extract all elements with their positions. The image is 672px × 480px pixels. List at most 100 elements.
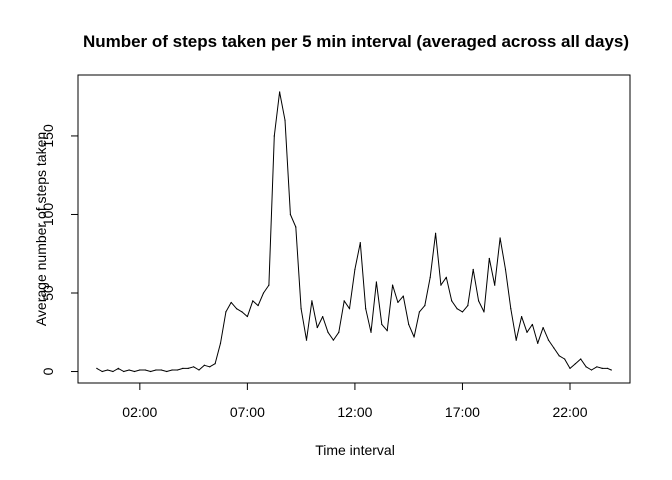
data-point	[375, 281, 378, 283]
data-point	[327, 331, 329, 333]
data-point	[139, 369, 141, 371]
data-point	[187, 367, 189, 369]
data-point	[596, 366, 598, 368]
data-point	[171, 369, 173, 371]
data-point	[209, 366, 211, 368]
data-point	[365, 308, 367, 310]
data-point	[160, 369, 162, 371]
data-point	[123, 370, 125, 373]
y-tick-label: 100	[40, 203, 56, 227]
data-point	[445, 276, 447, 278]
data-point	[214, 363, 216, 365]
y-axis: 0 50 100 150	[40, 124, 79, 375]
y-tick-label: 150	[40, 124, 56, 148]
data-point	[542, 326, 544, 329]
data-point	[483, 311, 485, 313]
data-point	[241, 311, 243, 313]
data-point	[96, 367, 98, 369]
data-point	[531, 323, 533, 326]
data-point	[246, 315, 248, 318]
data-point	[467, 304, 469, 307]
data-point	[236, 308, 238, 310]
data-point	[610, 369, 612, 371]
x-tick-label: 07:00	[230, 404, 265, 420]
data-point	[322, 315, 324, 318]
data-point	[440, 284, 442, 286]
data-point	[424, 304, 426, 307]
data-point	[219, 342, 222, 344]
data-point	[607, 367, 609, 369]
data-point	[580, 358, 582, 360]
y-tick-label: 0	[40, 367, 56, 375]
data-point	[295, 226, 297, 228]
data-point	[461, 311, 464, 313]
data-point	[488, 257, 490, 260]
data-point	[144, 369, 146, 371]
data-point	[117, 367, 119, 369]
data-point	[402, 295, 404, 297]
data-point	[289, 213, 291, 216]
data-point	[252, 300, 254, 302]
y-axis-label: Average number of steps taken	[33, 132, 49, 326]
data-point	[413, 336, 415, 338]
data-point	[537, 342, 539, 344]
data-point	[149, 370, 152, 373]
data-point	[429, 276, 431, 278]
data-point	[230, 301, 232, 304]
data-point	[128, 369, 130, 371]
data-point	[504, 268, 507, 271]
data-point	[494, 284, 496, 286]
x-tick-label: 02:00	[122, 404, 157, 420]
data-point	[279, 91, 281, 93]
series-group	[96, 91, 612, 373]
data-point	[193, 366, 195, 368]
data-point	[268, 284, 270, 286]
data-point	[574, 363, 576, 365]
data-point	[166, 370, 168, 373]
data-point	[305, 339, 308, 341]
data-point	[564, 358, 566, 360]
data-point	[558, 355, 560, 357]
data-point	[112, 370, 114, 373]
x-axis-label: Time interval	[315, 442, 395, 458]
data-point	[381, 323, 383, 326]
x-tick-label: 22:00	[552, 404, 587, 420]
data-point	[547, 339, 550, 341]
data-point	[198, 369, 200, 371]
data-point	[590, 369, 593, 371]
data-point	[553, 347, 555, 349]
data-point	[316, 326, 318, 329]
x-tick-label: 12:00	[337, 404, 372, 420]
data-point	[106, 369, 109, 371]
data-point	[203, 364, 205, 366]
data-point	[569, 367, 571, 369]
x-axis: 02:00 07:00 12:00 17:00 22:00	[122, 382, 588, 420]
data-point	[262, 292, 265, 294]
data-point	[510, 308, 512, 310]
data-point	[408, 323, 410, 326]
data-point	[348, 308, 351, 310]
data-point	[332, 339, 335, 341]
data-point	[300, 308, 302, 310]
y-tick-label: 50	[40, 285, 56, 301]
data-point	[397, 301, 399, 304]
data-point	[257, 304, 259, 307]
data-point	[359, 242, 361, 244]
data-point	[456, 308, 458, 310]
data-point	[451, 300, 453, 302]
data-point	[370, 331, 372, 333]
data-point	[601, 367, 603, 369]
data-point	[515, 339, 517, 341]
data-point	[101, 370, 103, 373]
data-point	[391, 284, 394, 286]
data-point	[182, 367, 184, 369]
data-point	[472, 268, 474, 271]
series-line	[96, 91, 612, 372]
data-point	[477, 300, 480, 302]
data-point	[354, 268, 356, 271]
data-point	[273, 135, 275, 137]
data-point	[386, 330, 388, 332]
data-point	[434, 232, 437, 234]
chart-title: Number of steps taken per 5 min interval…	[83, 32, 629, 51]
